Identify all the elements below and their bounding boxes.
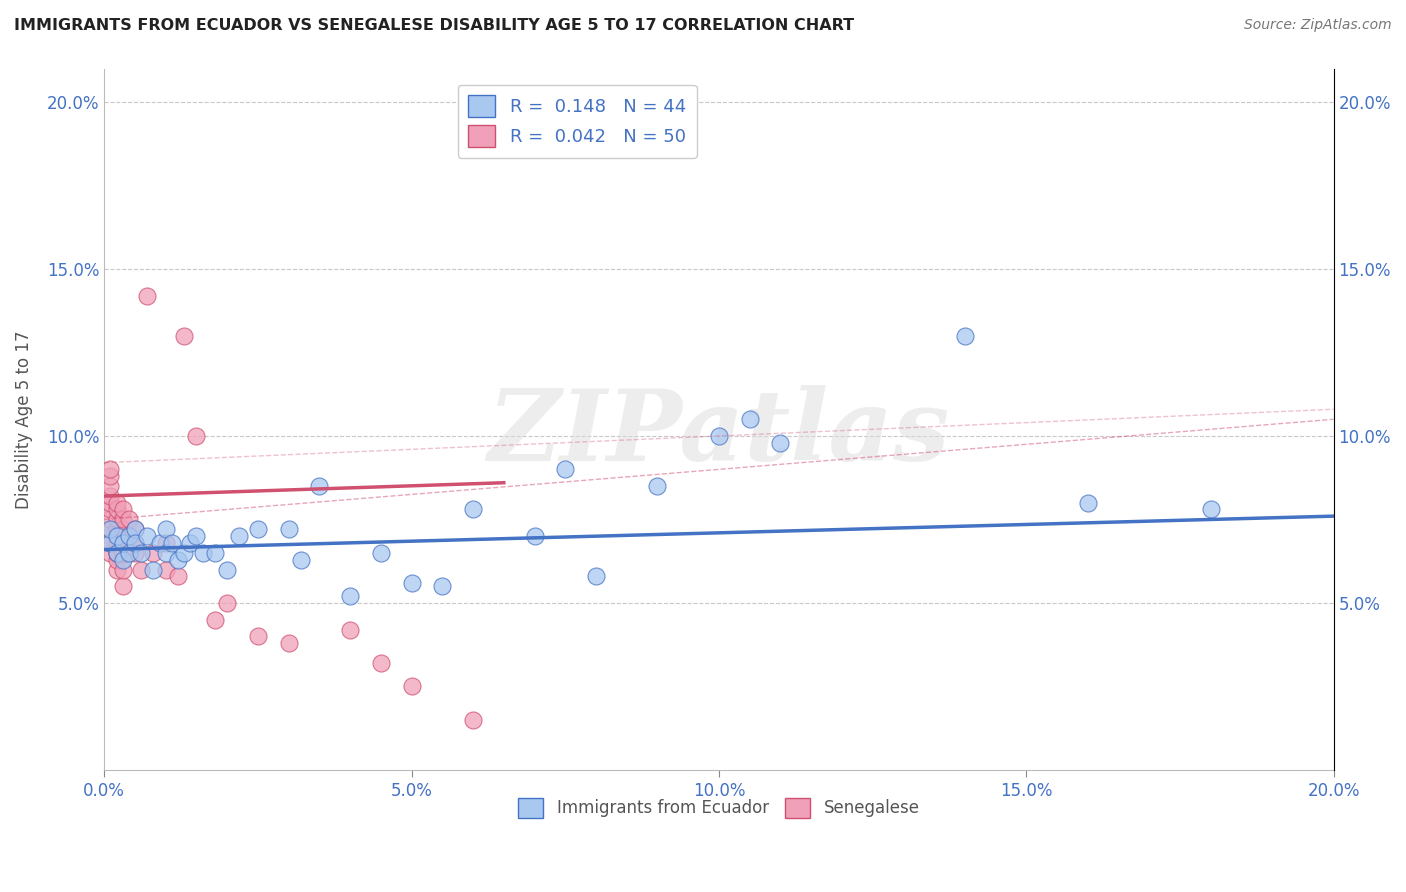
Point (370, 656, 392, 670)
Point (105, 546, 128, 560)
Point (277, 523, 299, 537)
Point (100, 536, 122, 550)
Point (111, 579, 134, 593)
Point (111, 502, 134, 516)
Point (953, 328, 976, 343)
Legend: Immigrants from Ecuador, Senegalese: Immigrants from Ecuador, Senegalese (512, 791, 927, 825)
Point (124, 546, 146, 560)
Point (277, 636, 299, 650)
Point (246, 629, 269, 643)
Point (370, 546, 392, 560)
Point (124, 536, 146, 550)
Point (1077, 496, 1099, 510)
Point (111, 523, 134, 537)
Point (179, 536, 201, 550)
Point (105, 529, 128, 543)
Point (129, 546, 152, 560)
Point (105, 502, 128, 516)
Point (204, 613, 226, 627)
Text: IMMIGRANTS FROM ECUADOR VS SENEGALESE DISABILITY AGE 5 TO 17 CORRELATION CHART: IMMIGRANTS FROM ECUADOR VS SENEGALESE DI… (14, 18, 855, 33)
Point (100, 523, 122, 537)
Point (100, 496, 122, 510)
Point (186, 529, 208, 543)
Point (155, 523, 177, 537)
Point (111, 536, 134, 550)
Point (118, 546, 141, 560)
Point (647, 479, 669, 493)
Point (339, 589, 361, 603)
Point (217, 596, 239, 610)
Y-axis label: Disability Age 5 to 17: Disability Age 5 to 17 (15, 330, 32, 508)
Point (136, 529, 159, 543)
Point (124, 523, 146, 537)
Point (136, 288, 159, 302)
Point (111, 536, 134, 550)
Point (769, 435, 792, 450)
Point (432, 579, 454, 593)
Point (100, 462, 122, 476)
Point (105, 529, 128, 543)
Point (173, 546, 195, 560)
Point (118, 529, 141, 543)
Point (738, 412, 761, 426)
Point (523, 529, 546, 543)
Point (111, 512, 134, 526)
Point (105, 563, 128, 577)
Point (148, 536, 170, 550)
Point (100, 512, 122, 526)
Point (173, 328, 195, 343)
Point (105, 552, 128, 566)
Point (111, 563, 134, 577)
Point (461, 502, 484, 516)
Point (217, 563, 239, 577)
Point (155, 546, 177, 560)
Point (401, 680, 423, 694)
Point (100, 502, 122, 516)
Point (228, 529, 250, 543)
Point (142, 546, 165, 560)
Point (160, 536, 183, 550)
Point (118, 546, 141, 560)
Point (290, 552, 312, 566)
Point (105, 512, 128, 526)
Point (129, 563, 152, 577)
Point (105, 496, 128, 510)
Point (105, 536, 128, 550)
Point (191, 546, 214, 560)
Point (186, 429, 208, 443)
Point (155, 536, 177, 550)
Point (100, 523, 122, 537)
Text: ZIPatlas: ZIPatlas (488, 385, 950, 482)
Text: Source: ZipAtlas.com: Source: ZipAtlas.com (1244, 18, 1392, 32)
Point (308, 479, 330, 493)
Point (461, 713, 484, 727)
Point (100, 529, 122, 543)
Point (246, 523, 269, 537)
Point (100, 536, 122, 550)
Point (105, 546, 128, 560)
Point (100, 489, 122, 503)
Point (118, 529, 141, 543)
Point (100, 546, 122, 560)
Point (554, 462, 576, 476)
Point (105, 546, 128, 560)
Point (339, 623, 361, 637)
Point (118, 512, 141, 526)
Point (204, 546, 226, 560)
Point (142, 563, 165, 577)
Point (100, 469, 122, 483)
Point (167, 569, 190, 583)
Point (1199, 502, 1222, 516)
Point (167, 552, 190, 566)
Point (585, 569, 607, 583)
Point (105, 523, 128, 537)
Point (111, 546, 134, 560)
Point (124, 536, 146, 550)
Point (707, 429, 730, 443)
Point (111, 552, 134, 566)
Point (401, 576, 423, 591)
Point (100, 479, 122, 493)
Point (155, 563, 177, 577)
Point (124, 523, 146, 537)
